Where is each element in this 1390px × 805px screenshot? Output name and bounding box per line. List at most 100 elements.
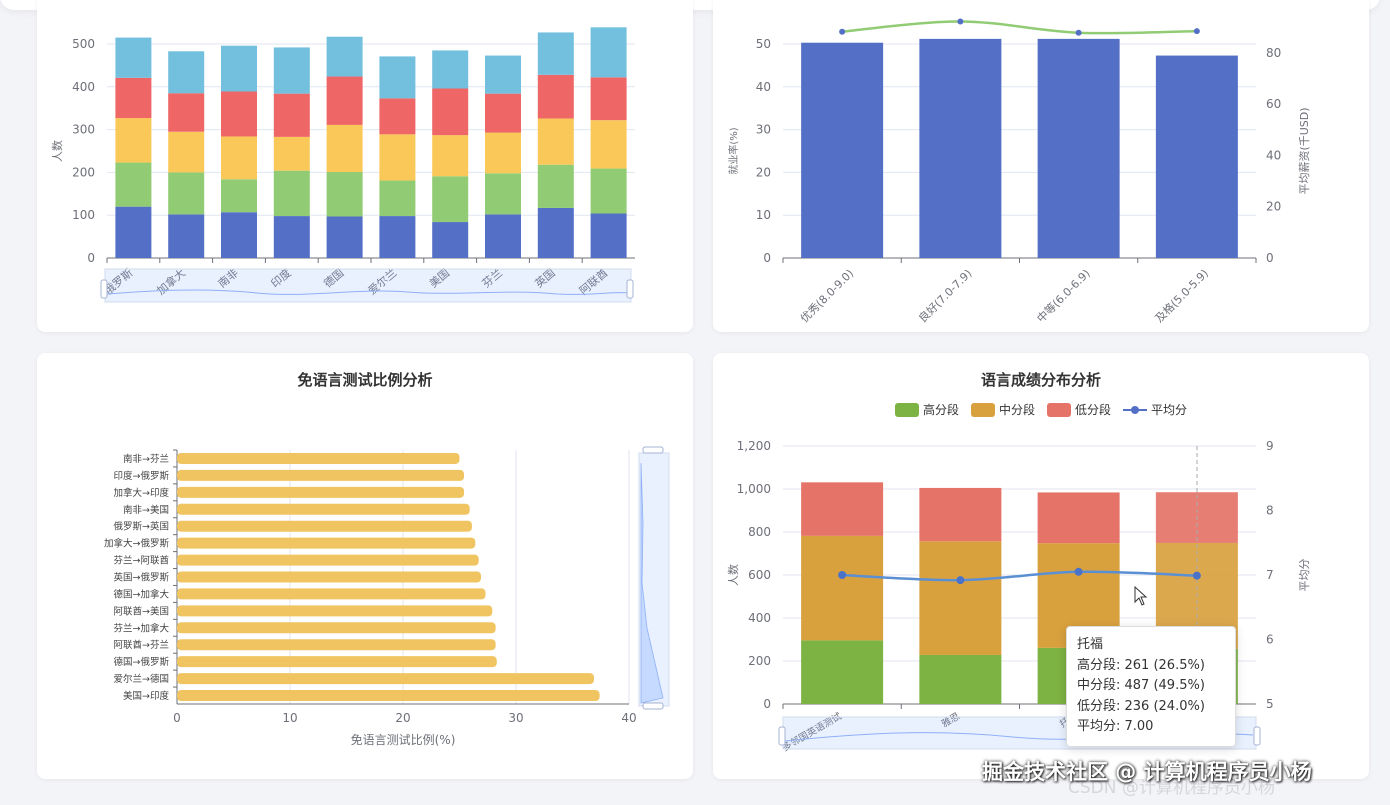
bar-segment [221,179,257,213]
employment-bar [1037,38,1120,258]
x-tick-label: 及格(5.0-5.9) [1152,266,1211,325]
x-tick-label: 30 [508,711,523,725]
chart-title-exemption: 免语言测试比例分析 [297,371,433,389]
datazoom-handle-left [100,279,108,299]
y-tick-label: 加拿大→印度 [114,487,170,499]
salary-point [1075,29,1082,36]
bar-segment [273,93,310,137]
legend-item-mid[interactable]: 中分段 [970,401,1035,418]
tooltip-line-low: 低分段: 236 (24.0%) [1077,698,1205,714]
exemption-horizontal-bar-chart: 0 10 20 30 40 南非→芬兰印度→俄罗斯加拿大→印度南非→美国俄罗斯→英国加拿大… [104,446,670,747]
bar-segment [379,56,416,99]
y-tick-label-left: 200 [748,654,771,668]
datazoom-shadow-area [640,462,664,704]
tooltip-title: 托福 [1077,637,1104,652]
x-tick-label: 10 [282,711,297,725]
legend-item-high[interactable]: 高分段 [894,401,959,418]
exemption-bar [177,537,476,549]
average-score-point [1192,571,1201,580]
y-tick-label-left: 40 [756,80,771,94]
bar-segment [379,216,416,258]
legend-swatch-mid [970,402,995,417]
bar-segment [326,76,363,125]
y-axis-title-right: 平均薪资(千USD) [1298,107,1311,194]
y-tick-label: 500 [72,37,95,51]
y-tick-label: 300 [72,123,95,137]
exemption-bar [177,588,486,600]
x-tick-label: 中等(6.0-6.9) [1034,266,1093,325]
legend-label-low: 低分段 [1075,403,1112,417]
bar-segment [537,164,574,208]
bar-segment [801,640,884,704]
y-tick-label: 英国→俄罗斯 [114,572,170,584]
y-tick-label: 200 [72,165,95,179]
y-axis-title-right: 平均分 [1298,559,1311,592]
legend-swatch-low [1047,402,1071,417]
bar-segment [919,487,1002,542]
y-tick-label-right: 7 [1266,568,1274,582]
y-tick-label: 芬兰→加拿大 [114,622,170,634]
bar-segment [273,216,310,258]
y-tick-label: 南非→美国 [123,504,169,516]
bar-segment [432,176,469,223]
y-tick-label-right: 20 [1266,200,1281,214]
exemption-bar [177,639,496,651]
y-tick-label-right: 8 [1266,504,1274,518]
y-tick-label-left: 1,000 [737,482,771,496]
bar-segment [801,482,884,536]
exemption-bar [177,554,479,566]
bar-segment [590,77,627,121]
exemption-bar [177,520,472,532]
employment-bar [801,42,884,258]
y-tick-label: 俄罗斯→英国 [114,521,169,533]
bar-segment [590,213,627,258]
legend-label-mid: 中分段 [998,403,1035,417]
bar-segment [168,131,205,173]
datazoom-handle-left [778,726,786,746]
bar-segment [115,37,152,78]
bar-segment [432,88,469,136]
y-axis-title-left: 人数 [727,564,740,586]
bar-segment [537,32,574,75]
tooltip-line-average: 平均分: 7.00 [1077,719,1154,734]
employment-bar [1155,55,1238,258]
bar-segment [537,118,574,165]
legend-item-average[interactable]: 平均分 [1123,401,1187,418]
y-tick-label: 阿联酋→美国 [114,605,169,617]
y-tick-label: 0 [87,251,95,265]
datazoom-handle-top [642,446,664,454]
exemption-bar [177,690,600,702]
bar-segment [537,207,574,258]
card-country-stacked-chart: 0100200300400500人数俄罗斯加拿大南非印度德国爱尔兰美国芬兰英国阿… [37,0,693,332]
employment-salary-chart: 0 10 20 30 40 50 0 20 40 60 80 就业率(%) 平均薪资(千USD) 优秀(8… [727,18,1311,325]
bar-segment [590,120,627,169]
average-score-point [956,576,965,585]
bar-segment [115,162,152,207]
y-tick-label-left: 0 [763,251,771,265]
bar-segment [485,173,521,215]
legend-swatch-high [894,402,919,417]
language-score-stacked-chart: 02004006008001,0001,20056789人数平均分多邻国英语测试… [727,439,1311,754]
bar-segment [801,535,884,641]
bar-segment [432,50,469,89]
legend-item-low[interactable]: 低分段 [1047,401,1111,418]
watermark-main: 掘金技术社区 @ 计算机程序员小杨 [982,760,1312,784]
employment-bar [919,38,1002,258]
exemption-bar [177,469,465,481]
y-tick-label: 南非→芬兰 [123,453,169,465]
bar-segment [168,214,205,258]
bar-segment [379,180,416,217]
datazoom-handle-right [626,279,634,299]
bar-segment [485,132,521,174]
bar-segment [485,55,521,94]
bar-segment [1037,492,1120,544]
datazoom-slider-vertical [638,452,670,707]
exemption-bar [177,503,470,515]
legend-swatch-average [1123,403,1148,417]
bar-segment [379,98,416,135]
bar-segment [485,214,521,258]
bar-segment [326,36,363,77]
y-tick-label-right: 80 [1266,46,1281,60]
bar-segment [221,45,257,92]
salary-line [842,20,1197,35]
